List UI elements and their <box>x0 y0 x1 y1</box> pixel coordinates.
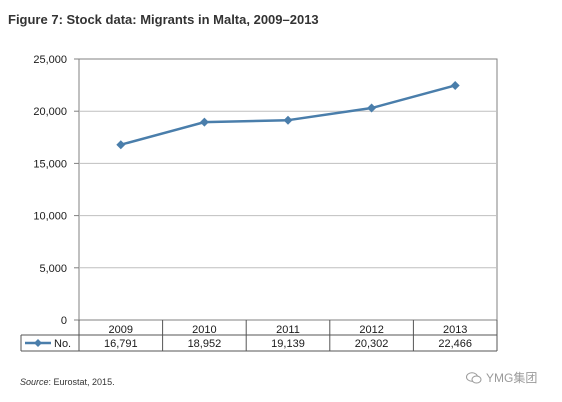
watermark-text: YMG集团 <box>486 371 538 385</box>
category-label: 2010 <box>192 324 216 336</box>
category-label: 2009 <box>109 324 133 336</box>
data-point <box>367 103 377 113</box>
legend-marker <box>34 339 42 347</box>
y-tick-label: 10,000 <box>33 211 67 223</box>
data-point <box>199 117 209 127</box>
data-point <box>450 80 460 90</box>
y-tick-label: 20,000 <box>33 106 67 118</box>
source-note: Source: Eurostat, 2015. <box>20 377 115 387</box>
data-point <box>116 140 126 150</box>
data-value-label: 20,302 <box>355 338 389 350</box>
watermark: YMG集团 <box>466 369 537 386</box>
y-tick-label: 15,000 <box>33 158 67 170</box>
category-label: 2012 <box>359 324 383 336</box>
gridlines <box>74 58 498 321</box>
plot-frame <box>78 58 498 321</box>
data-table: 2009 2010 2011 2012 2013 16,791 18,952 19,139 20… <box>20 320 498 352</box>
y-axis-ticks: 0 5,000 10,000 15,000 20,000 25,000 <box>33 54 67 327</box>
data-value-label: 19,139 <box>271 338 305 350</box>
y-tick-label: 5,000 <box>39 263 67 275</box>
data-point <box>283 115 293 125</box>
category-label: 2013 <box>443 324 467 336</box>
data-value-label: 16,791 <box>104 338 138 350</box>
data-value-label: 22,466 <box>438 338 472 350</box>
y-tick-label: 0 <box>61 315 67 327</box>
y-tick-label: 25,000 <box>33 54 67 66</box>
series-line <box>120 84 456 146</box>
chart-title: Figure 7: Stock data: Migrants in Malta,… <box>8 12 319 27</box>
wechat-icon <box>466 371 482 383</box>
category-label: 2011 <box>276 324 300 336</box>
source-label: Source <box>20 377 49 387</box>
data-value-label: 18,952 <box>188 338 222 350</box>
source-text: : Eurostat, 2015. <box>48 377 115 387</box>
series-no <box>116 80 460 150</box>
legend-label: No. <box>54 338 71 350</box>
